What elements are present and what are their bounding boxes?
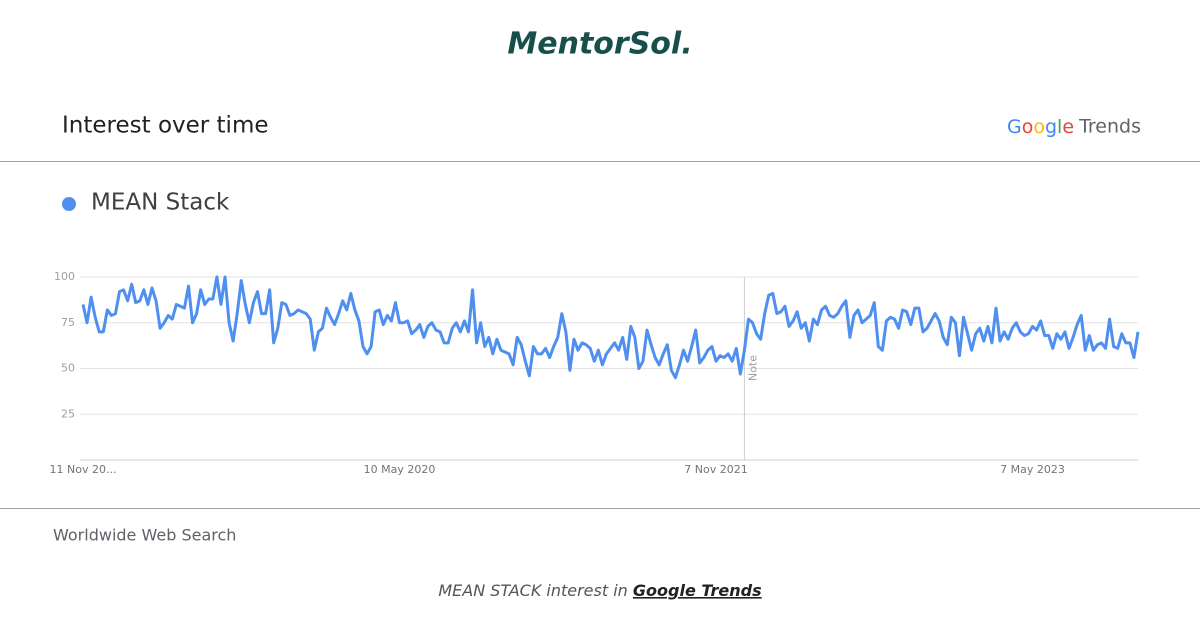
- logo-letter: o: [1033, 116, 1045, 138]
- brand-logo: MentorSol.: [507, 27, 692, 62]
- google-logo: Google: [1007, 116, 1074, 138]
- caption-link[interactable]: Google Trends: [633, 581, 762, 600]
- legend-dot: [62, 197, 76, 211]
- y-tick-label: 75: [61, 316, 75, 329]
- section-title: Interest over time: [62, 113, 269, 139]
- region-label: Worldwide Web Search: [53, 526, 236, 545]
- logo-letter: g: [1045, 116, 1057, 138]
- x-tick-label: 7 Nov 2021: [684, 463, 747, 476]
- y-tick-label: 100: [54, 270, 75, 283]
- logo-letter: o: [1022, 116, 1034, 138]
- logo-letter: e: [1062, 116, 1074, 138]
- x-tick-label: 7 May 2023: [1000, 463, 1065, 476]
- x-tick-label: 11 Nov 20...: [50, 463, 117, 476]
- note-label: Note: [746, 355, 759, 381]
- x-tick-label: 10 May 2020: [364, 463, 436, 476]
- plot: 25 50 75 100 11 Nov 20... 10 May 2020 7 Nov 20…: [50, 270, 1140, 476]
- trends-logo: Trends: [1078, 116, 1141, 138]
- y-tick-label: 50: [61, 362, 75, 375]
- logo-letter: l: [1057, 116, 1062, 138]
- y-tick-label: 25: [61, 407, 75, 420]
- caption: MEAN STACK interest in Google Trends: [438, 581, 761, 600]
- series-line: [81, 275, 1140, 380]
- legend-label: MEAN Stack: [91, 190, 230, 216]
- caption-text: MEAN STACK interest in: [438, 581, 627, 600]
- logo-letter: G: [1007, 116, 1022, 138]
